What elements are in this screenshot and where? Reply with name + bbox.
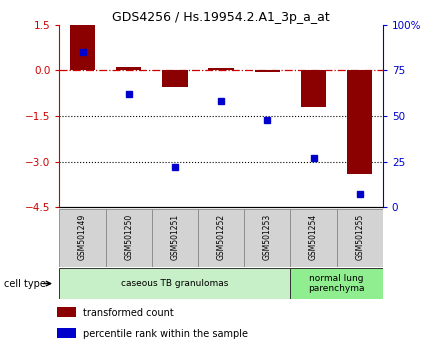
Text: caseous TB granulomas: caseous TB granulomas — [121, 279, 229, 288]
Bar — [70, 25, 95, 70]
Bar — [301, 70, 326, 107]
Bar — [59, 268, 290, 299]
Text: GSM501249: GSM501249 — [78, 214, 87, 260]
Bar — [209, 68, 234, 70]
Bar — [57, 307, 76, 317]
Bar — [162, 70, 187, 87]
Bar — [244, 209, 290, 267]
Bar — [337, 209, 383, 267]
Text: GSM501253: GSM501253 — [263, 214, 272, 260]
Text: GSM501252: GSM501252 — [216, 214, 226, 260]
Text: GSM501255: GSM501255 — [355, 214, 364, 260]
Bar — [116, 67, 141, 70]
Bar — [152, 209, 198, 267]
Text: normal lung
parenchyma: normal lung parenchyma — [308, 274, 365, 293]
Text: GSM501254: GSM501254 — [309, 214, 318, 260]
Text: GSM501250: GSM501250 — [124, 214, 133, 260]
Title: GDS4256 / Hs.19954.2.A1_3p_a_at: GDS4256 / Hs.19954.2.A1_3p_a_at — [112, 11, 330, 24]
Bar — [57, 329, 76, 338]
Bar — [255, 70, 280, 72]
Bar — [198, 209, 244, 267]
Bar — [106, 209, 152, 267]
Bar — [59, 209, 106, 267]
Bar — [347, 70, 372, 174]
Text: GSM501251: GSM501251 — [170, 214, 180, 260]
Bar — [290, 209, 337, 267]
Text: cell type: cell type — [4, 279, 46, 289]
Bar — [290, 268, 383, 299]
Text: transformed count: transformed count — [83, 308, 174, 318]
Text: percentile rank within the sample: percentile rank within the sample — [83, 329, 248, 339]
